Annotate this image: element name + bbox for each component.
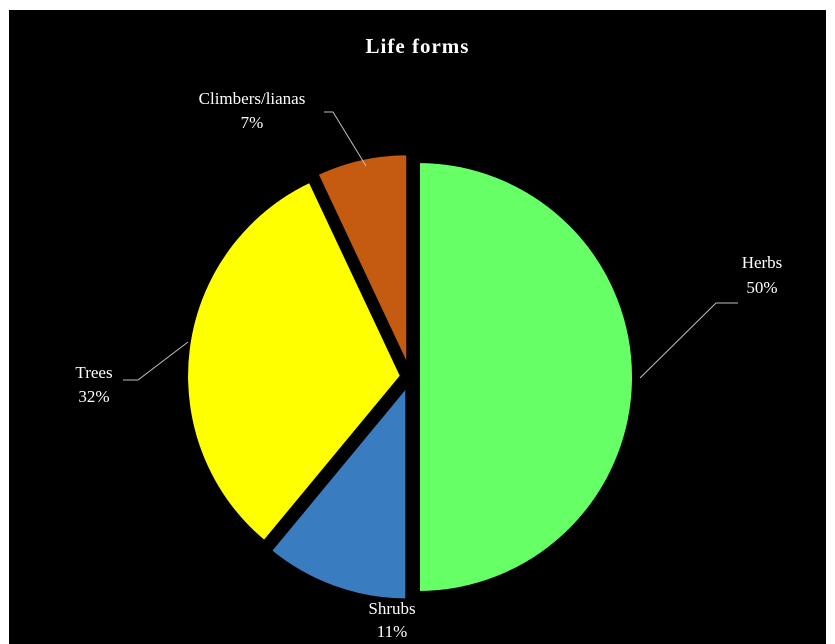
slice-category-label: Shrubs bbox=[368, 599, 415, 618]
slice-category-label: Trees bbox=[75, 363, 112, 382]
slice-category-label: Herbs bbox=[742, 253, 783, 272]
slice-percent-label: 32% bbox=[78, 387, 109, 406]
slice-percent-label: 50% bbox=[746, 278, 777, 297]
leader-line bbox=[639, 302, 738, 379]
slice-category-label: Climbers/lianas bbox=[199, 89, 306, 108]
slice-percent-label: 7% bbox=[241, 113, 264, 132]
pie-slice-herbs bbox=[416, 158, 636, 596]
pie-slice-trees bbox=[184, 177, 405, 546]
slice-percent-label: 11% bbox=[377, 622, 408, 641]
leader-line bbox=[324, 111, 367, 167]
leader-line bbox=[123, 341, 189, 381]
chart-title: Life forms bbox=[365, 34, 470, 58]
pie-slice-shrubs bbox=[266, 378, 410, 603]
